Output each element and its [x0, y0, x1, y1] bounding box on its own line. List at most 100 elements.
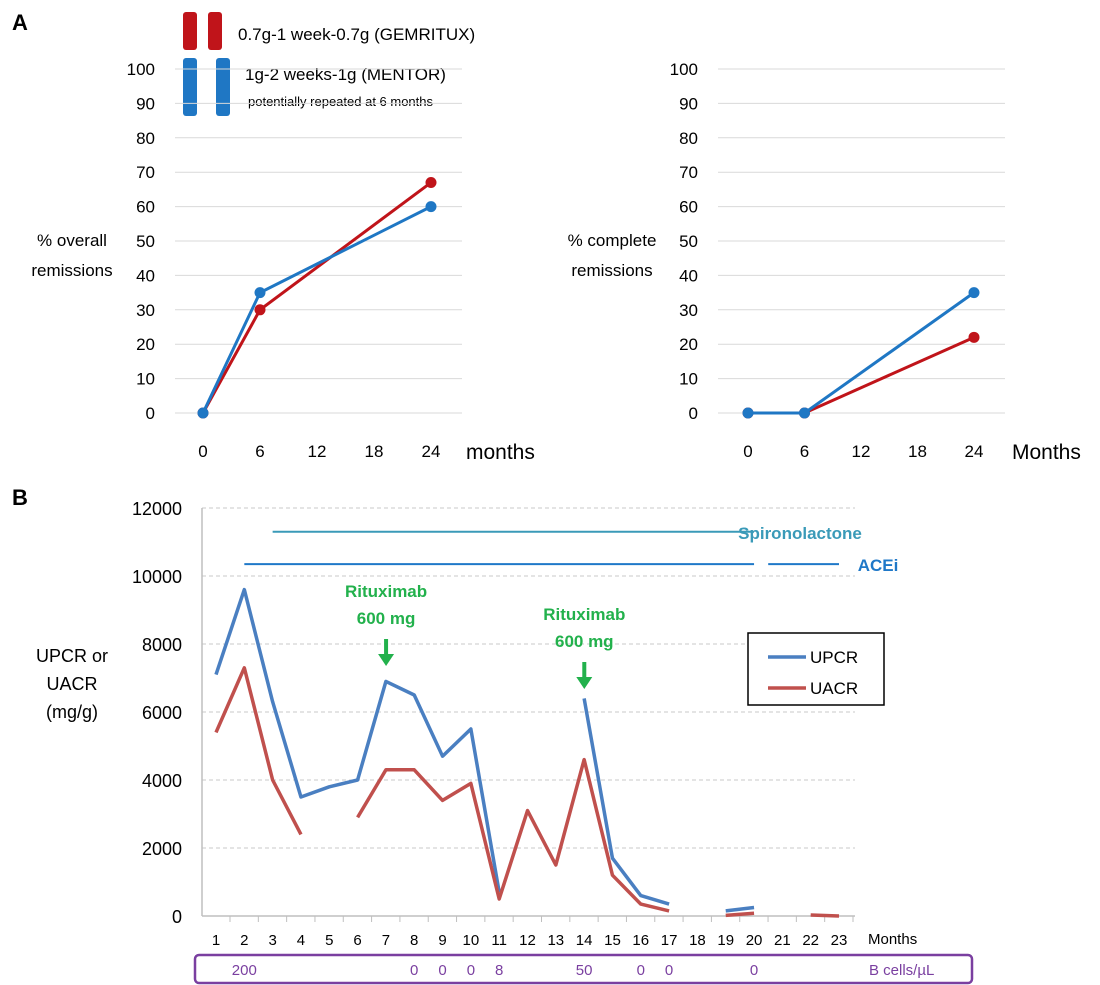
data-point-mentor — [742, 407, 754, 419]
x-tick-label: 6 — [800, 442, 809, 461]
chart-complete-remissions: 0 10 20 30 40 50 60 70 80 90 100 0 6 12 18 24 Months % co… — [568, 60, 1081, 464]
series-line-uacr — [356, 757, 670, 913]
x-tick-label: 20 — [746, 932, 763, 949]
bcells-value: 50 — [576, 962, 593, 979]
x-tick-label: 6 — [255, 442, 264, 461]
x-tick-label: 5 — [325, 932, 333, 949]
data-point-gemritux — [425, 177, 437, 189]
data-point-mentor — [968, 287, 980, 299]
y-tick-label: 70 — [136, 163, 155, 182]
x-axis-label: Months — [868, 931, 917, 948]
bcells-value: 200 — [232, 962, 257, 979]
y-tick-label: 20 — [136, 335, 155, 354]
chart-overall-remissions: 0 10 20 30 40 50 60 70 80 90 100 0 6 12 18 24 months % ov… — [31, 60, 535, 464]
x-tick-label: 21 — [774, 932, 791, 949]
x-tick-label: 0 — [198, 442, 207, 461]
y-tick-label: 30 — [136, 301, 155, 320]
x-tick-label: 18 — [365, 442, 384, 461]
y-axis-label: (mg/g) — [46, 702, 98, 722]
x-tick-label: 6 — [353, 932, 361, 949]
x-tick-label: 0 — [743, 442, 752, 461]
x-tick-label: 13 — [547, 932, 564, 949]
y-axis-label: UPCR or — [36, 646, 108, 666]
x-tick-label: 24 — [422, 442, 441, 461]
legend-gemritux-label: 0.7g-1 week-0.7g (GEMRITUX) — [238, 25, 475, 44]
data-point-mentor — [799, 407, 810, 419]
y-tick-label: 60 — [679, 198, 698, 217]
y-tick-label: 50 — [679, 232, 698, 251]
y-tick-label: 100 — [127, 60, 155, 79]
data-point-gemritux — [968, 331, 980, 343]
x-tick-label: 24 — [965, 442, 984, 461]
y-axis-label: % complete — [568, 231, 657, 250]
treatment-label: ACEi — [858, 556, 899, 575]
treatment-label: Spironolactone — [738, 524, 862, 543]
rituximab-arrow-head — [378, 654, 395, 666]
y-axis-label: UACR — [46, 674, 97, 694]
bcells-box — [193, 953, 974, 985]
series-line-upcr — [214, 587, 501, 893]
y-tick-label: 8000 — [142, 635, 182, 655]
legend-upcr-label: UPCR — [810, 648, 858, 667]
x-tick-label: 9 — [438, 932, 446, 949]
panel-a-label: A — [12, 10, 28, 35]
x-tick-label: 16 — [632, 932, 649, 949]
y-tick-label: 0 — [146, 404, 155, 423]
y-tick-label: 100 — [670, 60, 698, 79]
legend-b-box — [747, 632, 885, 706]
y-tick-label: 4000 — [142, 771, 182, 791]
y-axis-label: % overall — [37, 231, 107, 250]
x-tick-label: 11 — [491, 932, 507, 949]
legend-red-bar-2 — [208, 12, 222, 50]
data-point-gemritux — [254, 304, 266, 316]
panel-b-label: B — [12, 485, 28, 510]
series-line-uacr — [810, 913, 840, 918]
rituximab-arrow-head — [576, 677, 593, 689]
bcells-row: 200 0 0 0 8 50 0 0 0 B cells/µL — [193, 953, 974, 985]
data-point-mentor — [254, 287, 266, 299]
data-point-mentor — [197, 407, 209, 419]
x-tick-label: 7 — [382, 932, 390, 949]
y-tick-label: 10 — [679, 370, 698, 389]
x-tick-label: 2 — [240, 932, 248, 949]
legend-blue-bar-2 — [216, 58, 230, 116]
y-tick-label: 70 — [679, 163, 698, 182]
legend-a: 0.7g-1 week-0.7g (GEMRITUX) 1g-2 weeks-1… — [183, 12, 475, 116]
y-axis-label: remissions — [571, 261, 652, 280]
legend-mentor-note: potentially repeated at 6 months — [248, 94, 434, 109]
y-tick-label: 90 — [136, 94, 155, 113]
data-point-mentor — [425, 201, 437, 213]
rituximab-label: Rituximab — [345, 582, 427, 601]
y-tick-label: 2000 — [142, 839, 182, 859]
bcells-value: 0 — [750, 962, 758, 979]
y-tick-label: 10 — [136, 370, 155, 389]
legend-red-bar-1 — [183, 12, 197, 50]
x-tick-label: 17 — [661, 932, 678, 949]
x-tick-label: 10 — [463, 932, 480, 949]
x-tick-label: 3 — [268, 932, 276, 949]
bcells-value: 0 — [665, 962, 673, 979]
x-tick-label: 15 — [604, 932, 621, 949]
x-tick-label: 18 — [908, 442, 927, 461]
x-tick-label: 1 — [212, 932, 220, 949]
y-tick-label: 20 — [679, 335, 698, 354]
y-tick-label: 12000 — [132, 499, 182, 519]
x-tick-label: 18 — [689, 932, 706, 949]
rituximab-label: 600 mg — [357, 609, 416, 628]
y-tick-label: 0 — [689, 404, 698, 423]
x-axis-label: months — [466, 441, 535, 464]
bcells-value: 0 — [467, 962, 475, 979]
x-tick-label: 14 — [576, 932, 593, 949]
y-tick-label: 10000 — [132, 567, 182, 587]
series-line-gemritux — [748, 335, 975, 415]
y-tick-label: 0 — [172, 907, 182, 927]
bcells-value: 0 — [438, 962, 446, 979]
bcells-unit: B cells/µL — [869, 962, 934, 979]
x-tick-label: 12 — [852, 442, 871, 461]
x-tick-label: 23 — [831, 932, 848, 949]
y-tick-label: 80 — [136, 129, 155, 148]
x-axis-label: Months — [1012, 441, 1081, 464]
legend-b: UPCR UACR — [747, 632, 885, 706]
